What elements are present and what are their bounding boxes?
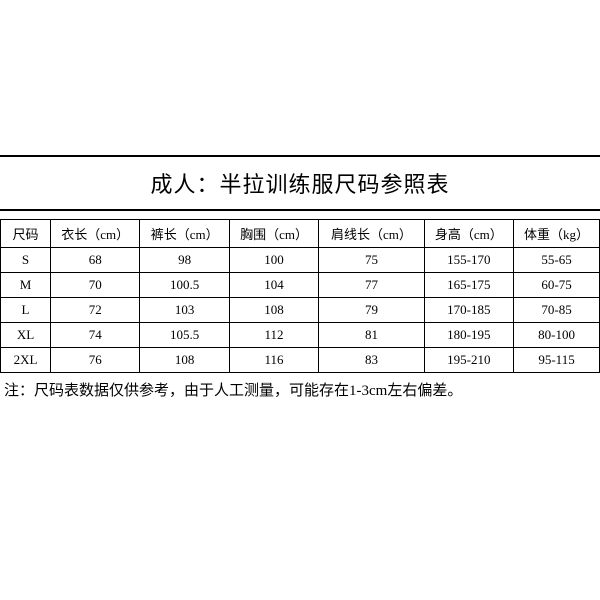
cell: 70 <box>51 273 140 298</box>
cell: 70-85 <box>514 298 600 323</box>
cell: XL <box>1 323 51 348</box>
col-header: 身高（cm） <box>424 220 513 248</box>
cell: L <box>1 298 51 323</box>
cell: 105.5 <box>140 323 229 348</box>
chart-title: 成人：半拉训练服尺码参照表 <box>0 167 600 199</box>
col-header: 尺码 <box>1 220 51 248</box>
cell: 112 <box>229 323 318 348</box>
cell: 180-195 <box>424 323 513 348</box>
cell: 155-170 <box>424 248 513 273</box>
cell: 77 <box>319 273 424 298</box>
cell: 72 <box>51 298 140 323</box>
cell: 83 <box>319 348 424 373</box>
cell: 104 <box>229 273 318 298</box>
col-header: 胸围（cm） <box>229 220 318 248</box>
table-row: L 72 103 108 79 170-185 70-85 <box>1 298 600 323</box>
size-table: 尺码 衣长（cm） 裤长（cm） 胸围（cm） 肩线长（cm） 身高（cm） 体… <box>0 219 600 373</box>
cell: 195-210 <box>424 348 513 373</box>
table-row: XL 74 105.5 112 81 180-195 80-100 <box>1 323 600 348</box>
size-chart-container: 成人：半拉训练服尺码参照表 尺码 衣长（cm） 裤长（cm） 胸围（cm） 肩线… <box>0 155 600 400</box>
cell: 108 <box>229 298 318 323</box>
col-header: 体重（kg） <box>514 220 600 248</box>
cell: S <box>1 248 51 273</box>
cell: 81 <box>319 323 424 348</box>
cell: 80-100 <box>514 323 600 348</box>
cell: 108 <box>140 348 229 373</box>
table-header-row: 尺码 衣长（cm） 裤长（cm） 胸围（cm） 肩线长（cm） 身高（cm） 体… <box>1 220 600 248</box>
cell: 2XL <box>1 348 51 373</box>
title-bar: 成人：半拉训练服尺码参照表 <box>0 155 600 211</box>
cell: 79 <box>319 298 424 323</box>
col-header: 衣长（cm） <box>51 220 140 248</box>
cell: 55-65 <box>514 248 600 273</box>
cell: 100 <box>229 248 318 273</box>
cell: 170-185 <box>424 298 513 323</box>
footnote-text: 注：尺码表数据仅供参考，由于人工测量，可能存在1-3cm左右偏差。 <box>0 379 600 400</box>
cell: 95-115 <box>514 348 600 373</box>
cell: 165-175 <box>424 273 513 298</box>
cell: 100.5 <box>140 273 229 298</box>
cell: 74 <box>51 323 140 348</box>
table-row: S 68 98 100 75 155-170 55-65 <box>1 248 600 273</box>
cell: 76 <box>51 348 140 373</box>
table-row: 2XL 76 108 116 83 195-210 95-115 <box>1 348 600 373</box>
table-row: M 70 100.5 104 77 165-175 60-75 <box>1 273 600 298</box>
cell: 68 <box>51 248 140 273</box>
col-header: 裤长（cm） <box>140 220 229 248</box>
cell: 60-75 <box>514 273 600 298</box>
cell: M <box>1 273 51 298</box>
cell: 103 <box>140 298 229 323</box>
cell: 98 <box>140 248 229 273</box>
col-header: 肩线长（cm） <box>319 220 424 248</box>
cell: 75 <box>319 248 424 273</box>
cell: 116 <box>229 348 318 373</box>
